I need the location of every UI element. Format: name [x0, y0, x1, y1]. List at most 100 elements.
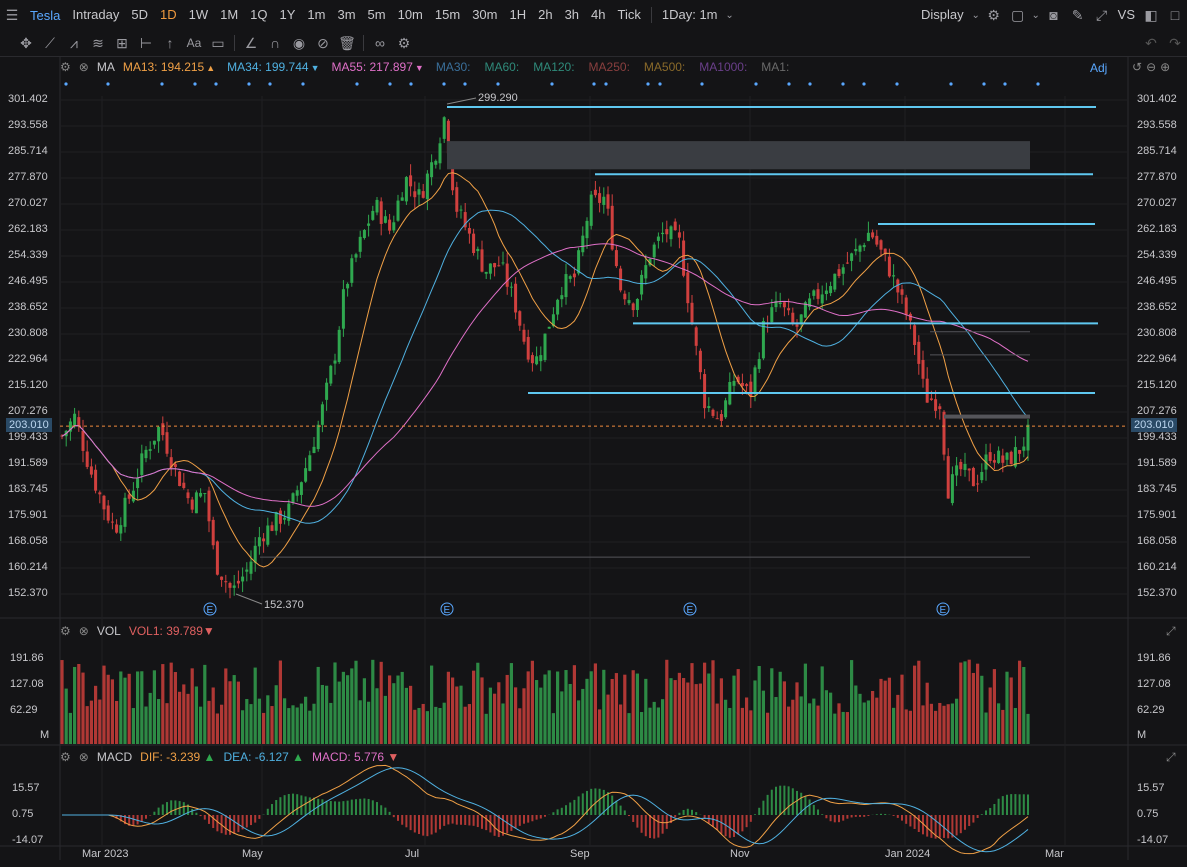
- settings-icon[interactable]: ⚙: [397, 34, 411, 51]
- ma-legend-item[interactable]: MA60:: [485, 60, 522, 74]
- display-button[interactable]: Display: [921, 7, 964, 22]
- menu-icon[interactable]: ☰: [5, 6, 19, 23]
- fullscreen-icon[interactable]: ⤢: [1096, 6, 1108, 23]
- chevron-down-icon[interactable]: ⌄: [1031, 9, 1040, 21]
- timeframe-15m[interactable]: 15m: [434, 7, 461, 22]
- magnet-icon[interactable]: ∩: [269, 35, 281, 51]
- macd-histogram-bar: [275, 800, 278, 815]
- axis-tick-label: -14.07: [12, 834, 44, 846]
- line-tool-icon[interactable]: ⟋: [45, 34, 55, 51]
- timeframe-5m[interactable]: 5m: [367, 7, 386, 22]
- hide-icon[interactable]: ⊘: [317, 34, 329, 51]
- ticker-name[interactable]: Tesla: [30, 7, 61, 23]
- axis-tick-label: 301.402: [8, 93, 48, 105]
- fib-tool-icon[interactable]: ≋: [92, 34, 104, 51]
- ma-legend-item[interactable]: MA1:: [761, 60, 791, 74]
- timeframe-1y[interactable]: 1Y: [279, 7, 296, 22]
- camera-icon[interactable]: ◙: [1049, 7, 1058, 23]
- reset-icon[interactable]: ↺: [1132, 60, 1143, 74]
- minimize-icon[interactable]: ⊖: [1146, 60, 1157, 74]
- chevron-down-icon[interactable]: ⌄: [725, 9, 734, 21]
- adj-button[interactable]: Adj: [1090, 61, 1108, 75]
- timeframe-30m[interactable]: 30m: [472, 7, 498, 22]
- signal-dot: [247, 82, 251, 86]
- gear-icon[interactable]: ⚙: [60, 624, 71, 638]
- compare-button[interactable]: VS: [1117, 7, 1135, 22]
- crosshair-icon[interactable]: ✥: [20, 34, 32, 51]
- candle-body: [929, 398, 933, 400]
- pen-icon[interactable]: ✎: [1071, 6, 1084, 23]
- range-icon[interactable]: ⊢: [139, 34, 153, 51]
- signal-dot: [1036, 82, 1040, 86]
- text-tool-icon[interactable]: Aa: [186, 36, 202, 50]
- expand-icon[interactable]: ⤢: [1166, 624, 1176, 638]
- ma-legend-item[interactable]: MA34: 199.744 ▼: [227, 60, 319, 74]
- candle-body: [274, 512, 278, 531]
- macd-histogram-bar: [422, 815, 425, 836]
- ma-legend-item[interactable]: MA120:: [533, 60, 576, 74]
- volume-bar: [266, 695, 270, 744]
- timeframe-2h[interactable]: 2h: [538, 7, 553, 22]
- timeframe-10m[interactable]: 10m: [397, 7, 423, 22]
- add-icon[interactable]: ⊕: [1160, 60, 1171, 74]
- axis-tick-label: 207.276: [1137, 405, 1177, 417]
- interval-select[interactable]: 1Day: 1m: [661, 7, 718, 22]
- volume-bar: [841, 711, 845, 744]
- timeframe-1q[interactable]: 1Q: [250, 7, 268, 22]
- timeframe-1h[interactable]: 1H: [509, 7, 527, 22]
- volume-bar: [753, 680, 757, 744]
- candle-body: [690, 302, 694, 324]
- timeframe-5d[interactable]: 5D: [131, 7, 148, 22]
- macd-histogram-bar: [447, 815, 450, 825]
- pattern-tool-icon[interactable]: ⩘: [70, 34, 78, 51]
- arrow-icon[interactable]: ↑: [166, 35, 174, 51]
- signal-dot: [463, 82, 467, 86]
- eye-icon[interactable]: ◉: [292, 34, 306, 51]
- trash-icon[interactable]: 🗑: [338, 34, 356, 51]
- close-icon[interactable]: ⊗: [78, 60, 89, 74]
- gear-icon[interactable]: ⚙: [987, 6, 1000, 23]
- macd-histogram-bar: [922, 815, 924, 835]
- ruler-icon[interactable]: ⊞: [116, 34, 128, 51]
- note-icon[interactable]: ▭: [211, 34, 225, 51]
- timeframe-3m[interactable]: 3m: [337, 7, 356, 22]
- ma-legend-item[interactable]: MA30:: [436, 60, 473, 74]
- vol-legend: ⚙ ⊗ VOL VOL1: 39.789▼: [60, 624, 215, 638]
- close-icon[interactable]: ⊗: [78, 750, 89, 764]
- ma-legend-item[interactable]: MA13: 194.215 ▲: [123, 60, 215, 74]
- link-icon[interactable]: ∞: [375, 35, 385, 51]
- volume-bar: [661, 699, 665, 744]
- timeframe-1w[interactable]: 1W: [188, 7, 209, 22]
- timeframe-1d[interactable]: 1D: [159, 7, 177, 22]
- sidebar-toggle-icon[interactable]: ◧: [1144, 6, 1158, 23]
- timeframe-1m[interactable]: 1m: [307, 7, 326, 22]
- close-icon[interactable]: ⊗: [78, 624, 89, 638]
- timeframe-tick[interactable]: Tick: [617, 7, 641, 22]
- window-icon[interactable]: □: [1170, 7, 1180, 23]
- last-price-tag-left: 203.010: [6, 418, 52, 432]
- timeframe-1m[interactable]: 1M: [220, 7, 239, 22]
- volume-bar: [325, 685, 329, 744]
- timeframe-intraday[interactable]: Intraday: [72, 7, 120, 22]
- ma-legend-item[interactable]: MA55: 217.897 ▼: [331, 60, 423, 74]
- chevron-down-icon[interactable]: ⌄: [971, 9, 980, 21]
- volume-bar: [602, 669, 606, 744]
- ma-legend-item[interactable]: MA250:: [589, 60, 632, 74]
- pen-icon[interactable]: ∠: [244, 34, 258, 51]
- ma-legend-item[interactable]: MA500:: [644, 60, 687, 74]
- layout-icon[interactable]: ▢: [1011, 6, 1025, 23]
- macd-histogram-bar: [791, 788, 794, 815]
- volume-bar: [497, 682, 501, 744]
- timeframe-3h[interactable]: 3h: [564, 7, 580, 22]
- volume-bar: [871, 690, 875, 744]
- gear-icon[interactable]: ⚙: [60, 60, 71, 74]
- gear-icon[interactable]: ⚙: [60, 750, 71, 764]
- volume-bar: [829, 692, 833, 744]
- axis-tick-label: 191.589: [8, 456, 48, 469]
- timeframe-4h[interactable]: 4h: [591, 7, 606, 22]
- redo-icon[interactable]: ↷: [1169, 34, 1181, 51]
- ma-legend-item[interactable]: MA1000:: [699, 60, 749, 74]
- expand-icon[interactable]: ⤢: [1166, 750, 1176, 764]
- undo-icon[interactable]: ↶: [1145, 34, 1157, 51]
